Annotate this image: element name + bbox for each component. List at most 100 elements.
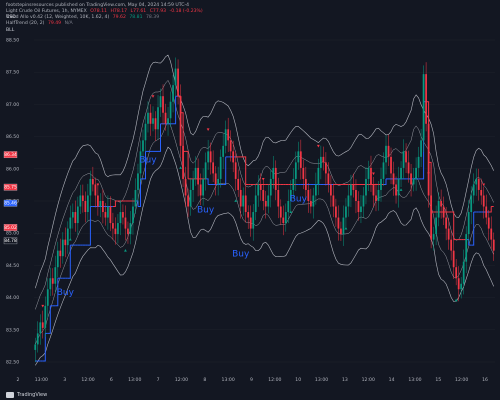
candle-body	[234, 162, 237, 179]
candle-body	[420, 140, 422, 157]
halftrend-segment	[488, 206, 492, 213]
halftrend-segment	[42, 333, 46, 362]
sell-triangle-marker	[96, 183, 100, 187]
candle-body	[76, 206, 79, 224]
candle-body	[172, 85, 174, 102]
candle-body	[112, 223, 114, 229]
buy-signal-label: Buy	[290, 194, 308, 204]
candle-body	[390, 156, 392, 174]
candle-body	[227, 129, 230, 141]
candle-body	[159, 96, 162, 108]
price-tag-label: 86.34	[4, 152, 17, 158]
candle-body	[365, 178, 367, 196]
price-tag-label: 85.02	[4, 225, 17, 231]
candle-body	[242, 195, 245, 207]
candle-body	[297, 151, 300, 163]
candle-body	[325, 162, 327, 174]
sell-triangle-marker	[482, 183, 486, 187]
candle-body	[54, 267, 57, 284]
candle-body	[147, 112, 149, 124]
candle-body	[209, 151, 212, 163]
candle-body	[412, 178, 415, 185]
price-tag	[3, 199, 18, 207]
candle-body	[189, 189, 192, 207]
halftrend-segment	[138, 178, 141, 207]
buy-signal-label: Buy	[57, 288, 75, 298]
indicator2-value-2: N/A	[64, 21, 73, 26]
candle-body	[490, 228, 493, 240]
candle-body	[375, 195, 377, 201]
x-tick-label: 2	[17, 377, 20, 383]
candle-body	[114, 228, 117, 235]
candle-body	[239, 189, 242, 207]
buy-triangle-marker	[454, 298, 458, 302]
price-tag	[3, 237, 18, 245]
candle-body	[132, 206, 134, 224]
candle-body	[199, 184, 202, 196]
candle-body	[395, 184, 397, 196]
candle-body	[102, 201, 104, 213]
candle-body	[467, 212, 470, 235]
candle-body	[327, 173, 330, 185]
price-tag-label: 84.78	[4, 238, 17, 244]
buy-triangle-marker	[344, 226, 348, 230]
candle-body	[445, 217, 448, 229]
x-tick-label: 9	[250, 377, 253, 383]
candle-body	[94, 184, 97, 196]
candle-body	[460, 283, 463, 290]
candle-body	[407, 162, 410, 174]
candle-body	[46, 289, 49, 306]
candle-body	[39, 322, 42, 334]
inner-upper-band-line	[35, 79, 494, 310]
x-tick-label: 10	[295, 377, 301, 383]
y-tick-label: 88.50	[6, 38, 19, 44]
candle-body	[302, 167, 305, 179]
candle-body	[422, 74, 425, 141]
candle-body	[450, 239, 453, 251]
indicator2-line[interactable]: HalfTrend (20, 2) 79.49 N/A	[6, 21, 75, 27]
candle-body	[64, 239, 67, 246]
candle-body	[179, 96, 182, 146]
footer-brand: TradingView	[17, 392, 48, 398]
candle-body	[182, 145, 184, 179]
indicator1-line[interactable]: Trend Allo v0.42 (12, Weighted, 10K, 1.6…	[6, 15, 161, 21]
buy-triangle-marker	[399, 188, 403, 191]
candle-body	[162, 96, 164, 113]
ohlc-change: -0.18 (-0.23%)	[169, 9, 203, 14]
candle-body	[472, 184, 475, 196]
candle-body	[184, 178, 187, 196]
candle-body	[212, 162, 215, 174]
x-tick-label: 12:00	[268, 377, 281, 383]
candle-body	[435, 217, 437, 235]
candle-body	[319, 156, 322, 168]
candle-body	[345, 206, 347, 218]
candle-body	[217, 178, 220, 185]
x-tick-label: 16	[482, 377, 488, 383]
candle-body	[92, 178, 94, 185]
x-tick-label: 13:00	[222, 377, 235, 383]
candle-body	[89, 178, 92, 196]
halftrend-segment	[205, 178, 209, 185]
price-tag-label: 85.75	[4, 185, 17, 191]
candle-body	[470, 195, 473, 213]
candle-body	[410, 173, 412, 185]
sell-triangle-marker	[41, 304, 45, 308]
footer: TradingView	[6, 392, 47, 398]
symbol-name[interactable]: Light Crude Oil Futures, 1h, NYMEX	[6, 9, 87, 14]
candle-body	[127, 228, 129, 235]
halftrend-segment	[243, 156, 247, 185]
x-tick-label: 12:00	[175, 377, 188, 383]
candle-body	[97, 195, 99, 207]
halftrend-segment	[223, 156, 227, 185]
candle-body	[294, 162, 297, 179]
buy-triangle-marker	[124, 248, 127, 252]
candle-body	[119, 212, 122, 224]
candle-body	[380, 178, 382, 190]
candle-body	[149, 112, 152, 124]
y-tick-label: 86.00	[6, 166, 19, 172]
tradingview-logo-icon	[6, 392, 14, 398]
candle-body	[259, 184, 262, 190]
candle-body	[177, 68, 179, 97]
candle-body	[425, 74, 427, 124]
